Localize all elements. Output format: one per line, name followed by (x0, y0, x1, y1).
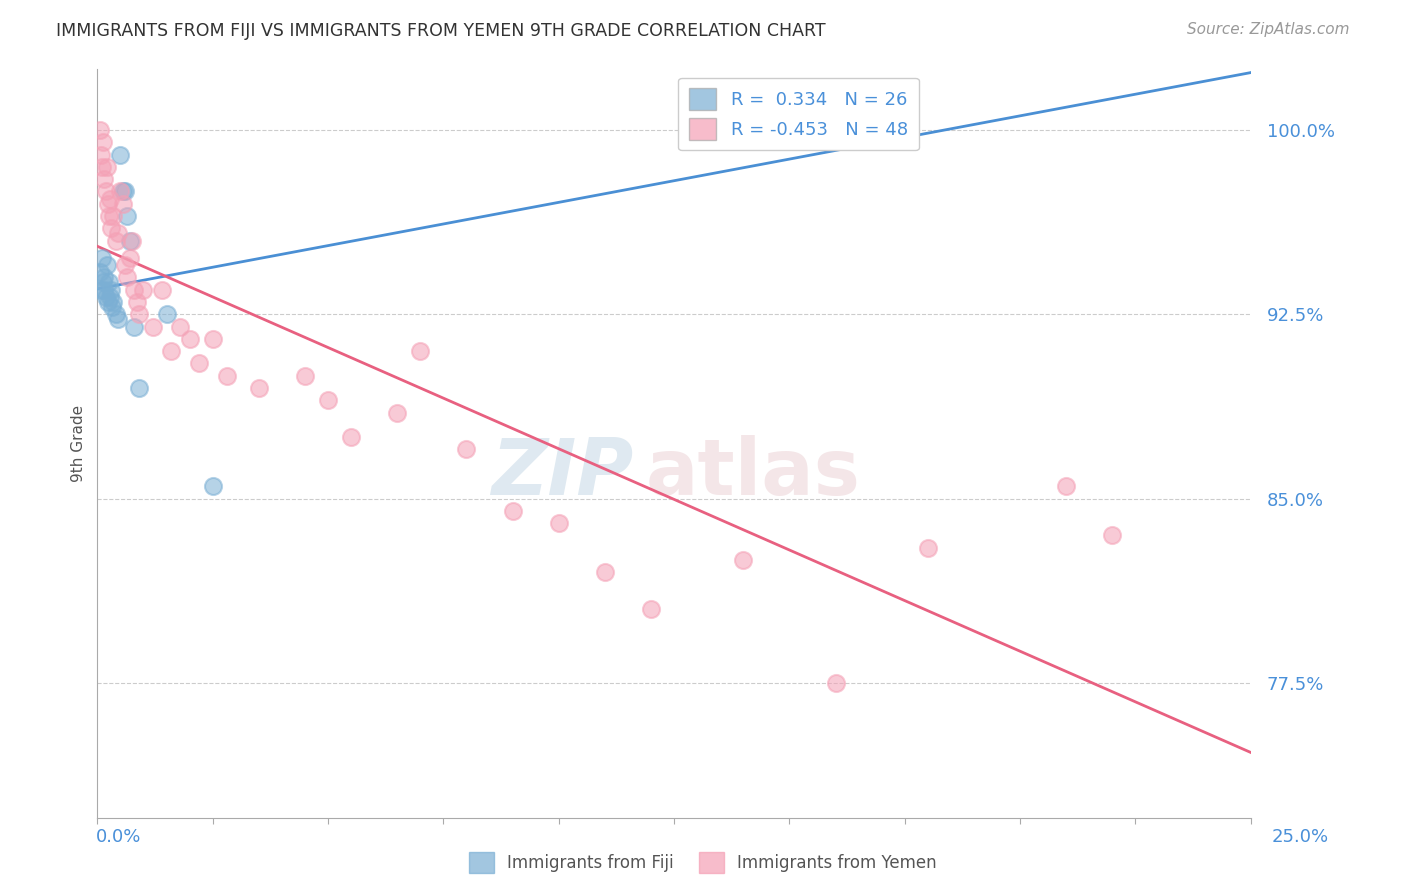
Point (640, 602, 662, 616)
Point (824, 675, 846, 690)
Point (104, 234, 127, 248)
Point (117, 209, 139, 223)
Point (201, 479, 224, 493)
Text: IMMIGRANTS FROM FIJI VS IMMIGRANTS FROM YEMEN 9TH GRADE CORRELATION CHART: IMMIGRANTS FROM FIJI VS IMMIGRANTS FROM … (56, 22, 825, 40)
Point (1101, 528, 1123, 542)
Point (96, 294, 118, 309)
Point (111, 196, 134, 211)
Point (114, 258, 136, 272)
Point (103, 209, 125, 223)
Point (128, 307, 150, 321)
Point (93, 270, 115, 285)
Text: 25.0%: 25.0% (1271, 828, 1329, 846)
Point (917, 541, 939, 555)
Point (215, 368, 238, 383)
Point (122, 319, 145, 334)
Point (98, 192, 121, 206)
Point (89, 265, 111, 279)
Legend: R =  0.334   N = 26, R = -0.453   N = 48: R = 0.334 N = 26, R = -0.453 N = 48 (679, 78, 918, 151)
Point (316, 393, 339, 408)
Point (98, 290, 121, 304)
Point (155, 307, 177, 321)
Point (294, 368, 316, 383)
Point (593, 566, 616, 580)
Point (100, 283, 122, 297)
Point (90, 147, 112, 161)
Point (247, 381, 270, 395)
Legend: Immigrants from Fiji, Immigrants from Yemen: Immigrants from Fiji, Immigrants from Ye… (463, 846, 943, 880)
Point (201, 332, 224, 346)
Point (733, 553, 755, 567)
Point (111, 185, 134, 199)
Text: Source: ZipAtlas.com: Source: ZipAtlas.com (1187, 22, 1350, 37)
Point (110, 147, 132, 161)
Point (122, 283, 145, 297)
Point (93, 283, 115, 297)
Point (142, 319, 165, 334)
Point (150, 283, 173, 297)
Point (118, 251, 141, 265)
Point (340, 430, 363, 444)
Point (128, 381, 150, 395)
Point (547, 516, 569, 530)
Point (409, 344, 432, 359)
Point (118, 234, 141, 248)
Point (96, 258, 118, 272)
Point (107, 226, 129, 240)
Point (91, 251, 114, 265)
Point (90, 283, 112, 297)
Point (121, 234, 143, 248)
Point (502, 504, 524, 518)
Point (94, 290, 117, 304)
Point (103, 294, 125, 309)
Point (187, 356, 209, 370)
Point (89, 123, 111, 137)
Point (101, 300, 124, 314)
Point (179, 332, 201, 346)
Point (104, 307, 127, 321)
Point (110, 185, 132, 199)
Point (169, 319, 191, 334)
Point (91, 275, 114, 289)
Point (125, 294, 148, 309)
Point (117, 270, 139, 285)
Point (93, 172, 115, 186)
Point (132, 283, 155, 297)
Text: 0.0%: 0.0% (96, 828, 141, 846)
Point (97, 275, 120, 289)
Point (456, 442, 478, 457)
Point (387, 405, 409, 419)
Point (96, 160, 118, 174)
Point (114, 185, 136, 199)
Text: atlas: atlas (645, 435, 860, 511)
Point (91, 160, 114, 174)
Point (100, 221, 122, 235)
Point (733, 123, 755, 137)
Point (107, 312, 129, 326)
Point (1054, 479, 1077, 493)
Point (160, 344, 183, 359)
Text: ZIP: ZIP (492, 435, 634, 511)
Point (94, 185, 117, 199)
Y-axis label: 9th Grade: 9th Grade (72, 405, 86, 482)
Point (97, 209, 120, 223)
Point (96, 196, 118, 211)
Point (91, 135, 114, 149)
